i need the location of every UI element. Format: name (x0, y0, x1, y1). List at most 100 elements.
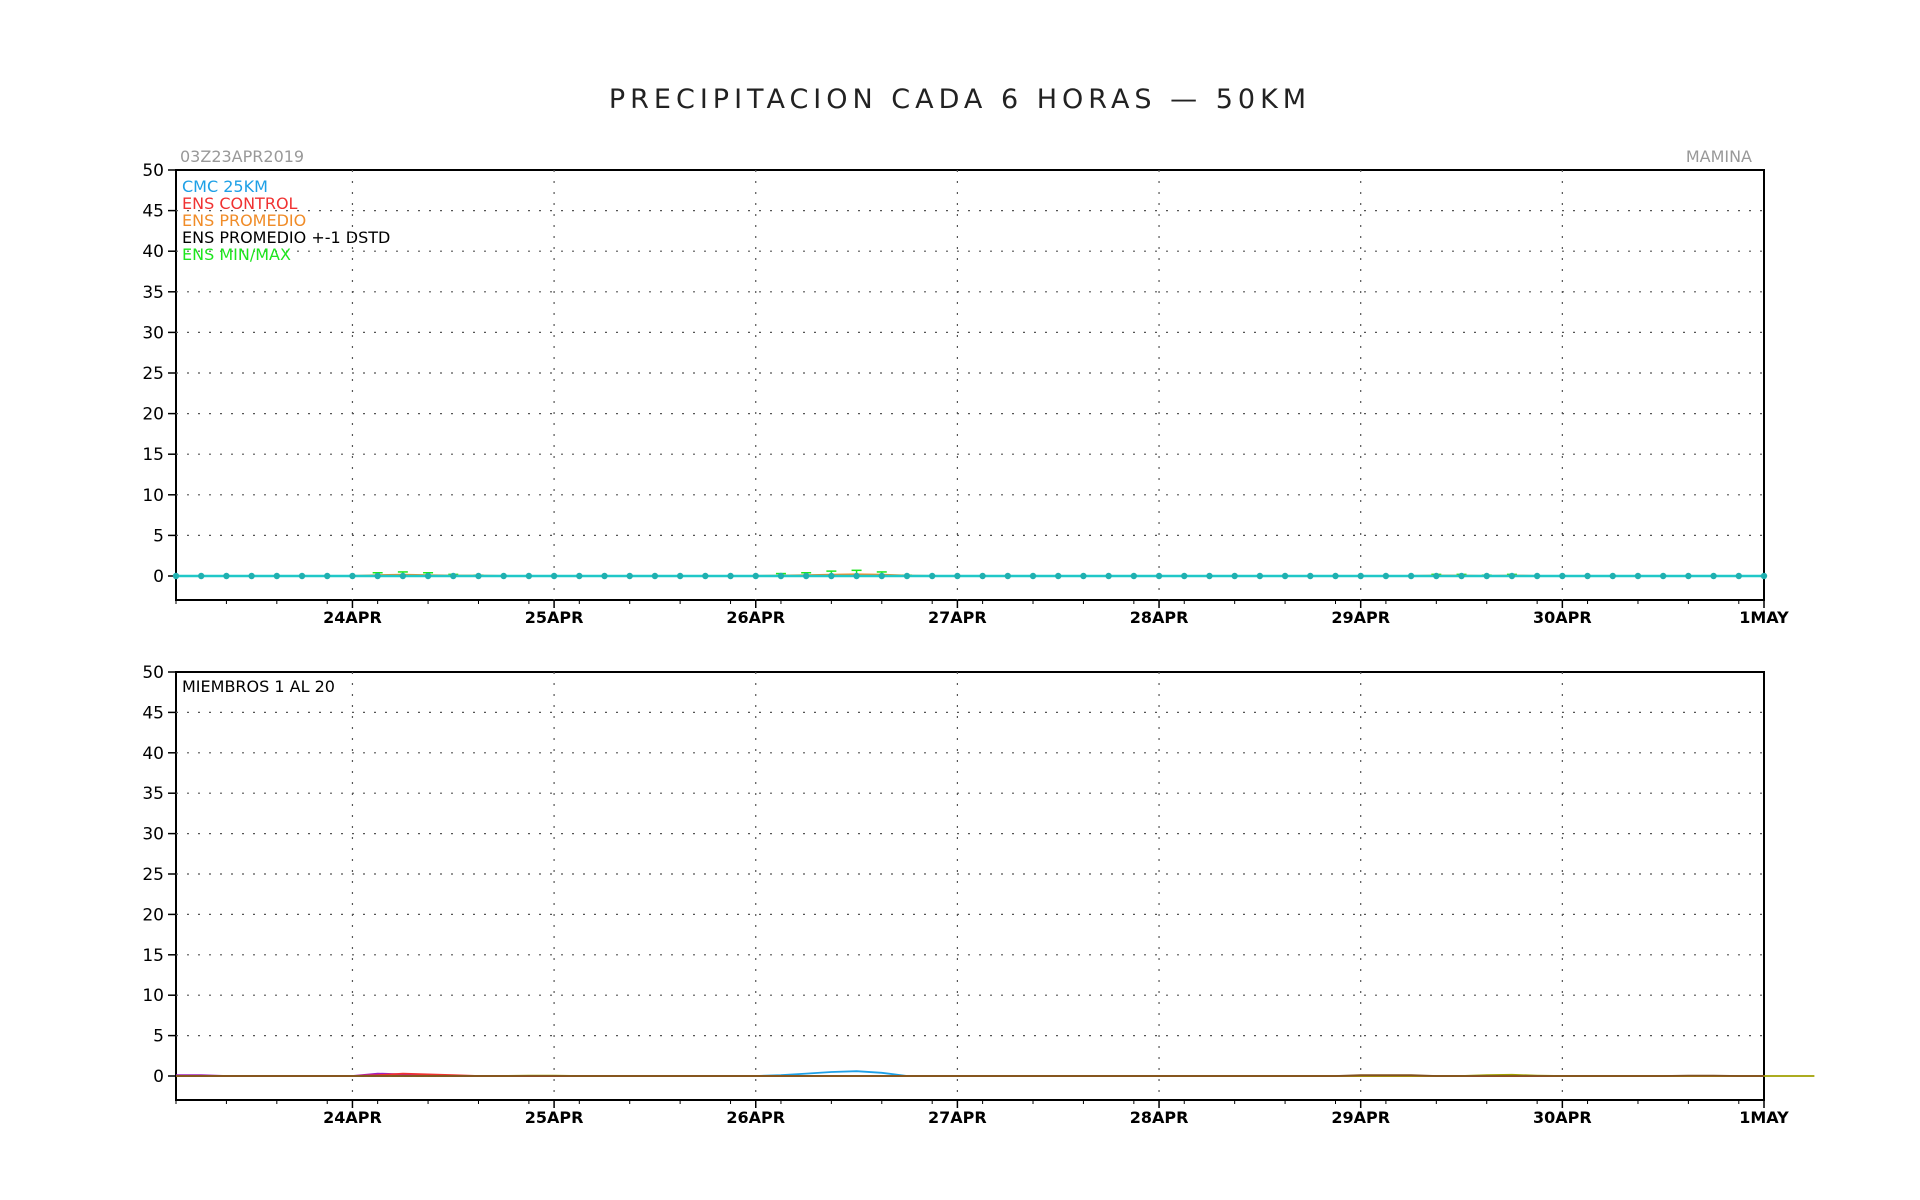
y-tick-label: 30 (142, 323, 164, 343)
cmc-point (651, 572, 659, 580)
cmc-point (1332, 572, 1339, 580)
cmc-point (1659, 572, 1667, 580)
y-tick-label: 30 (142, 825, 164, 845)
y-tick-label: 40 (142, 744, 164, 764)
station-label: MAMINA (1686, 147, 1752, 166)
cmc-point (500, 572, 507, 580)
cmc-point (374, 572, 381, 580)
plot-frame (175, 169, 1765, 601)
x-tick-label: 1MAY (1739, 608, 1789, 627)
cmc-point (802, 572, 810, 580)
cmc-point (777, 572, 785, 580)
y-tick-label: 40 (142, 242, 164, 262)
init-time-label: 03Z23APR2019 (180, 147, 304, 166)
x-tick-label: 1MAY (1739, 1108, 1789, 1127)
y-tick-label: 15 (142, 946, 164, 966)
cmc-point (1055, 572, 1062, 580)
cmc-point (550, 572, 558, 580)
panel-ensemble-members: 0 5 10 15 20 25 30 35 40 45 50 24APR 25APR 26APR 27APR… (142, 663, 1815, 1127)
cmc-point (928, 572, 936, 580)
cmc-point (626, 572, 633, 580)
x-tick-label: 24APR (323, 608, 382, 627)
cmc-point (1458, 572, 1465, 580)
cmc-point (1206, 572, 1213, 580)
y-tick-label: 50 (142, 161, 164, 181)
x-tick-label: 24APR (323, 1108, 382, 1127)
x-tick-label: 26APR (726, 608, 785, 627)
cmc-point (424, 572, 432, 580)
cmc-point (1357, 572, 1364, 580)
legend-entry: ENS PROMEDIO (182, 211, 306, 230)
chart-title: PRECIPITACION CADA 6 HORAS — 50KM (609, 84, 1311, 115)
legend-entry: ENS CONTROL (182, 194, 298, 213)
x-tick-label: 30APR (1533, 1108, 1592, 1127)
cmc-point (349, 572, 356, 580)
cmc-point (1584, 572, 1591, 580)
cmc-point (273, 572, 281, 580)
cmc-point (1382, 572, 1390, 580)
cmc-point (601, 572, 608, 580)
x-tick-label: 25APR (525, 1108, 584, 1127)
cmc-point (1155, 572, 1163, 580)
y-tick-label: 15 (142, 445, 164, 465)
cmc-point (702, 572, 709, 580)
y-tick-label: 35 (142, 784, 164, 804)
y-tick-label: 5 (153, 1027, 164, 1047)
cmc-point (1609, 572, 1616, 580)
legend-entry: CMC 25KM (182, 177, 268, 196)
y-tick-label: 45 (142, 202, 164, 222)
cmc-point (248, 572, 255, 580)
cmc-point (727, 572, 734, 580)
x-tick-label: 30APR (1533, 608, 1592, 627)
y-tick-label: 20 (142, 905, 164, 925)
x-tick-label: 28APR (1130, 1108, 1189, 1127)
cmc-point (1080, 572, 1087, 580)
y-tick-label: 35 (142, 283, 164, 303)
cmc-point (1307, 572, 1314, 580)
cmc-point (828, 572, 835, 580)
x-tick-label: 29APR (1331, 1108, 1390, 1127)
cmc-point (1029, 572, 1037, 580)
cmc-point (1433, 572, 1440, 580)
cmc-point (475, 572, 482, 580)
legend-entry: ENS MIN/MAX (182, 245, 291, 264)
cmc-point (1634, 572, 1642, 580)
y-tick-label: 10 (142, 486, 164, 506)
cmc-point (525, 572, 533, 580)
cmc-point (954, 572, 961, 580)
y-tick-label: 25 (142, 364, 164, 384)
cmc-point (324, 572, 331, 580)
members-label: MIEMBROS 1 AL 20 (182, 677, 335, 696)
cmc-point (450, 572, 457, 580)
cmc-point (676, 572, 684, 580)
x-tick-label: 27APR (928, 1108, 987, 1127)
x-tick-label: 26APR (726, 1108, 785, 1127)
cmc-point (223, 572, 230, 580)
plot-frame (175, 671, 1765, 1101)
y-tick-label: 45 (142, 703, 164, 723)
cmc-point (1710, 572, 1717, 580)
cmc-point (853, 572, 860, 580)
cmc-point (1105, 572, 1112, 580)
cmc-point (1256, 572, 1264, 580)
y-tick-label: 10 (142, 986, 164, 1006)
y-tick-label: 25 (142, 865, 164, 885)
cmc-point (576, 572, 583, 580)
cmc-point (1533, 572, 1541, 580)
cmc-point (1483, 572, 1490, 580)
cmc-point (1559, 572, 1566, 580)
y-tick-label: 0 (153, 567, 164, 587)
panel-ensemble-summary: 0 5 10 15 20 25 30 35 40 45 50 24APR 25APR 26APR 27APR… (142, 161, 1789, 627)
y-tick-label: 50 (142, 663, 164, 683)
cmc-point (1181, 572, 1188, 580)
cmc-point (752, 572, 759, 580)
y-tick-label: 5 (153, 526, 164, 546)
cmc-point (1407, 572, 1415, 580)
cmc-point (979, 572, 986, 580)
cmc-point (1735, 572, 1742, 580)
cmc-point (1760, 572, 1768, 580)
x-tick-label: 25APR (525, 608, 584, 627)
cmc-point (1508, 572, 1516, 580)
